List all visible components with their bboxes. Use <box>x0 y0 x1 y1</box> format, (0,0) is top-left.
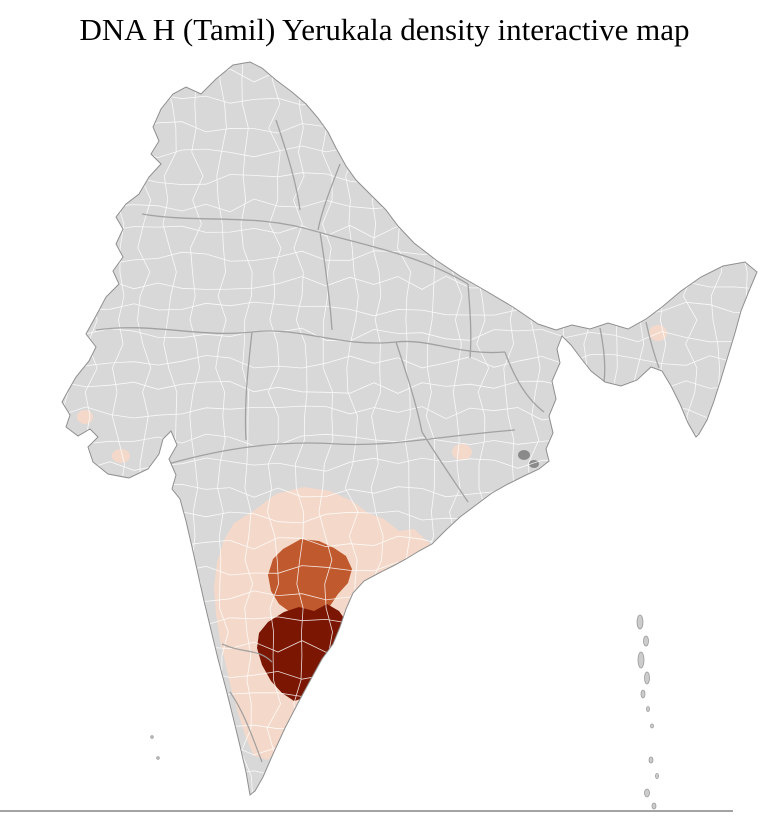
island[interactable] <box>651 802 657 810</box>
island[interactable] <box>646 706 650 712</box>
state-border-line <box>167 429 516 465</box>
island[interactable] <box>640 689 646 699</box>
map-title: DNA H (Tamil) Yerukala density interacti… <box>79 12 690 47</box>
state-border-line <box>275 119 301 211</box>
state-border-line <box>317 163 341 231</box>
lakshadweep-dot[interactable] <box>150 735 154 739</box>
andaman-nicobar-islands[interactable] <box>150 614 659 810</box>
density-region-mid-telangana[interactable] <box>268 539 352 618</box>
island[interactable] <box>648 756 654 764</box>
island[interactable] <box>637 651 645 669</box>
state-borders <box>95 119 660 763</box>
density-region-low-spot-kutch[interactable] <box>77 410 93 424</box>
bottom-divider <box>0 810 733 812</box>
island[interactable] <box>655 773 659 779</box>
state-border-line <box>467 283 472 359</box>
density-region-low-spot-saurashtra[interactable] <box>112 449 130 463</box>
island[interactable] <box>636 614 644 630</box>
island[interactable] <box>650 723 654 729</box>
state-border-line <box>504 351 545 413</box>
state-border-line <box>95 327 506 354</box>
state-border-line <box>421 431 469 503</box>
state-border-line <box>141 213 469 285</box>
lakshadweep-dot[interactable] <box>156 756 160 760</box>
island[interactable] <box>643 635 649 647</box>
state-border-line <box>221 643 273 663</box>
state-border-line <box>395 341 423 433</box>
island[interactable] <box>644 671 650 685</box>
dark-district-spot[interactable] <box>518 450 530 460</box>
island[interactable] <box>644 788 650 798</box>
state-border-line <box>599 327 606 383</box>
state-border-line <box>645 321 660 369</box>
state-border-line <box>229 691 263 763</box>
state-border-line <box>244 331 253 441</box>
state-border-line <box>319 231 333 331</box>
density-region-low-spot-east[interactable] <box>452 444 472 460</box>
